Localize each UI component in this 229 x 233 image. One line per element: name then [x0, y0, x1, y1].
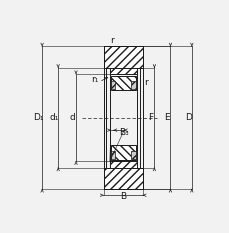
Text: r₁: r₁	[91, 75, 98, 84]
Bar	[131, 81, 135, 89]
Bar	[103, 46, 142, 68]
Text: d: d	[69, 113, 75, 122]
Bar	[110, 81, 115, 89]
Text: E: E	[163, 113, 169, 122]
Text: F: F	[148, 113, 153, 122]
Bar	[110, 76, 135, 90]
Text: D: D	[184, 113, 191, 122]
Text: D₁: D₁	[33, 113, 44, 122]
Bar	[110, 145, 135, 160]
Bar	[103, 168, 142, 189]
Text: r: r	[109, 36, 113, 45]
Text: B₃: B₃	[119, 128, 128, 137]
Bar	[131, 151, 135, 159]
Text: B: B	[120, 192, 126, 202]
Text: d₁: d₁	[50, 113, 59, 122]
Bar	[110, 151, 115, 159]
Text: r: r	[143, 79, 147, 87]
Bar	[109, 161, 136, 168]
Bar	[109, 68, 136, 74]
